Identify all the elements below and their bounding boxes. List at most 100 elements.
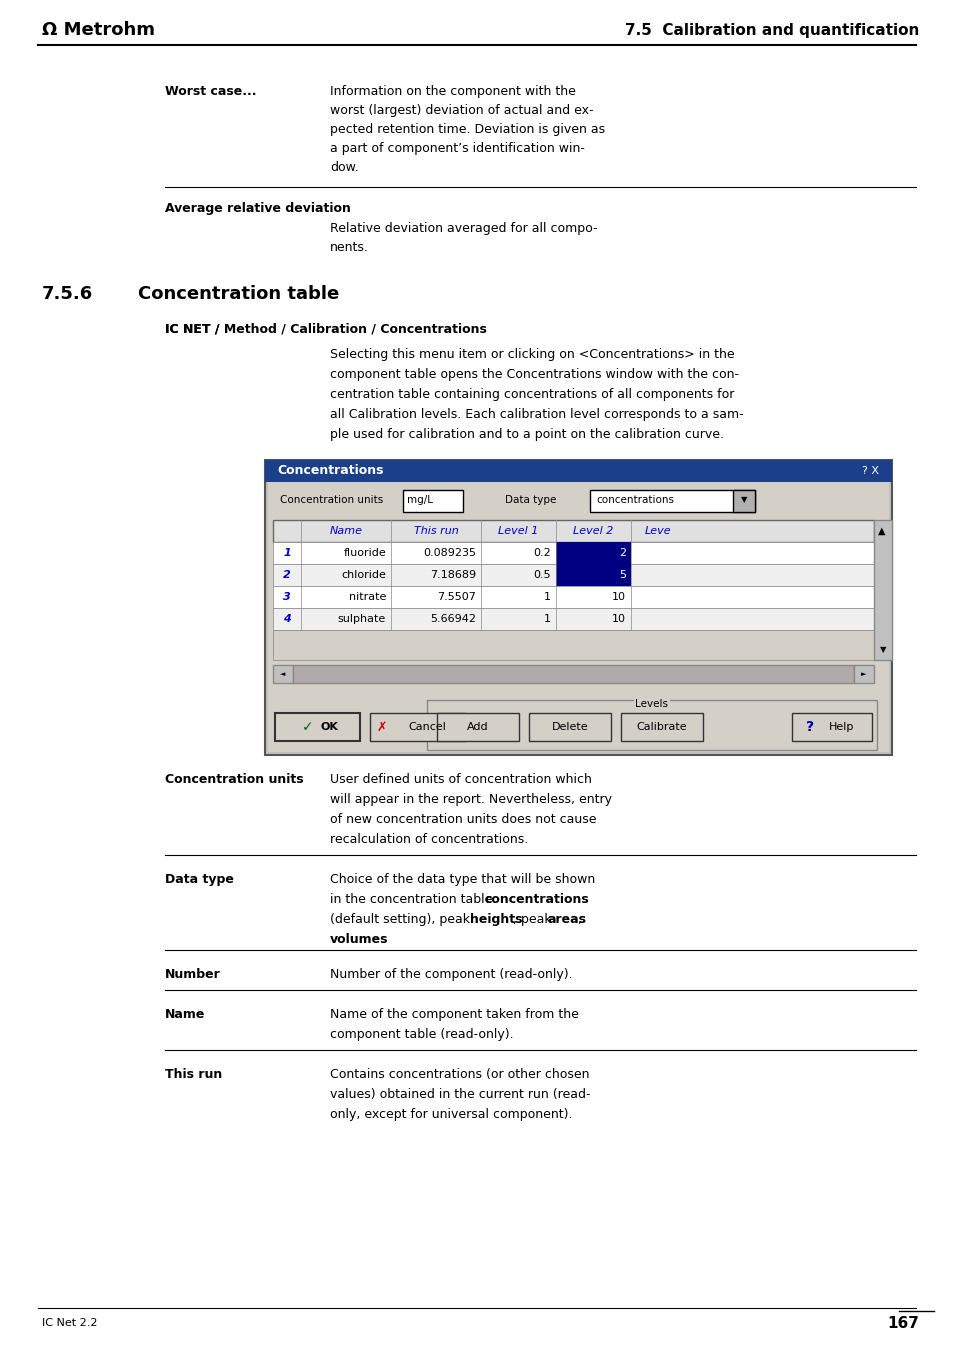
Bar [273,542,873,563]
Text: pected retention time. Deviation is given as: pected retention time. Deviation is give… [330,123,604,136]
Text: IC Net 2.2: IC Net 2.2 [42,1319,97,1328]
Text: ✗: ✗ [376,720,387,734]
Text: dow.: dow. [330,161,358,174]
Text: nents.: nents. [330,240,369,254]
Text: IC NET /: IC NET / [165,323,224,336]
Text: 7.18689: 7.18689 [430,570,476,580]
Text: Level 2: Level 2 [573,526,613,536]
Bar [556,542,630,563]
Bar [556,563,630,586]
FancyBboxPatch shape [273,520,873,542]
Text: This run: This run [414,526,457,536]
Text: 0.5: 0.5 [533,570,551,580]
Bar [273,665,293,684]
Text: recalculation of concentrations.: recalculation of concentrations. [330,834,528,846]
Text: only, except for universal component).: only, except for universal component). [330,1108,572,1121]
Bar [873,520,891,661]
Text: ▼: ▼ [879,646,885,654]
Text: Selecting this menu item or clicking on <Concentrations> in the: Selecting this menu item or clicking on … [330,349,734,361]
Text: 2: 2 [283,570,291,580]
Text: Worst case...: Worst case... [165,85,256,99]
Text: Information on the component with the: Information on the component with the [330,85,576,99]
Text: ▼: ▼ [740,496,746,504]
Text: 0.089235: 0.089235 [422,549,476,558]
Text: heights: heights [470,913,522,925]
FancyBboxPatch shape [265,459,891,755]
Text: ?: ? [805,720,813,734]
Text: (default setting), peak: (default setting), peak [330,913,474,925]
Text: values) obtained in the current run (read-: values) obtained in the current run (rea… [330,1088,590,1101]
Text: Leve: Leve [644,526,671,536]
Text: User defined units of concentration which: User defined units of concentration whic… [330,773,591,786]
Text: OK: OK [320,721,338,732]
Text: 3: 3 [283,592,291,603]
Text: 167: 167 [886,1316,918,1331]
Text: ◄: ◄ [280,671,285,677]
Bar [427,700,876,750]
Text: Contains concentrations (or other chosen: Contains concentrations (or other chosen [330,1069,589,1081]
Text: , peak: , peak [513,913,555,925]
Text: will appear in the report. Nevertheless, entry: will appear in the report. Nevertheless,… [330,793,612,807]
Text: Concentration units: Concentration units [280,494,383,505]
Bar [273,608,873,630]
Text: ple used for calibration and to a point on the calibration curve.: ple used for calibration and to a point … [330,428,723,440]
Text: Number: Number [165,969,220,981]
Text: Name: Name [165,1008,205,1021]
Text: Help: Help [828,721,854,732]
Text: chloride: chloride [341,570,386,580]
Text: Number of the component (read-only).: Number of the component (read-only). [330,969,572,981]
FancyBboxPatch shape [265,459,891,482]
Bar [853,665,873,684]
FancyBboxPatch shape [268,482,888,753]
Text: component table (read-only).: component table (read-only). [330,1028,513,1042]
Text: ? X: ? X [862,466,878,476]
Text: worst (largest) deviation of actual and ex-: worst (largest) deviation of actual and … [330,104,593,118]
Text: 2: 2 [618,549,625,558]
Text: Data type: Data type [165,873,233,886]
Text: ▲: ▲ [877,526,884,536]
Text: areas: areas [546,913,585,925]
Text: 1: 1 [283,549,291,558]
Bar [273,563,873,586]
Text: a part of component’s identification win-: a part of component’s identification win… [330,142,584,155]
Text: Concentration units: Concentration units [165,773,303,786]
FancyBboxPatch shape [436,713,518,740]
Text: Concentration table: Concentration table [138,285,339,303]
Text: volumes: volumes [330,934,388,946]
FancyBboxPatch shape [791,713,871,740]
Text: 7.5507: 7.5507 [436,592,476,603]
Text: 10: 10 [612,592,625,603]
Text: 7.5  Calibration and quantification: 7.5 Calibration and quantification [624,23,918,38]
Text: 5.66942: 5.66942 [430,613,476,624]
Text: fluoride: fluoride [343,549,386,558]
FancyBboxPatch shape [732,490,754,512]
Text: Calibrate: Calibrate [636,721,686,732]
Bar [293,665,853,684]
Text: 4: 4 [283,613,291,624]
Text: ✓: ✓ [301,720,313,734]
Text: Data type: Data type [504,494,556,505]
Text: component table opens the Concentrations window with the con-: component table opens the Concentrations… [330,367,739,381]
Text: concentrations: concentrations [484,893,589,907]
Bar [273,630,873,661]
Text: Levels: Levels [635,698,668,709]
Text: Average relative deviation: Average relative deviation [165,203,351,215]
Bar [273,586,873,608]
Text: 1: 1 [543,613,551,624]
FancyBboxPatch shape [620,713,702,740]
Text: This run: This run [165,1069,222,1081]
Text: .: . [381,934,386,946]
FancyBboxPatch shape [370,713,464,740]
Text: Choice of the data type that will be shown: Choice of the data type that will be sho… [330,873,595,886]
Text: sulphate: sulphate [337,613,386,624]
Text: in the concentration table:: in the concentration table: [330,893,500,907]
Text: Concentrations: Concentrations [276,465,383,477]
Text: Cancel: Cancel [408,721,446,732]
Text: 5: 5 [618,570,625,580]
Text: 0.2: 0.2 [533,549,551,558]
Text: Name of the component taken from the: Name of the component taken from the [330,1008,578,1021]
FancyBboxPatch shape [589,490,754,512]
Text: Level 1: Level 1 [497,526,538,536]
FancyBboxPatch shape [274,713,359,740]
Text: concentrations: concentrations [596,494,673,505]
